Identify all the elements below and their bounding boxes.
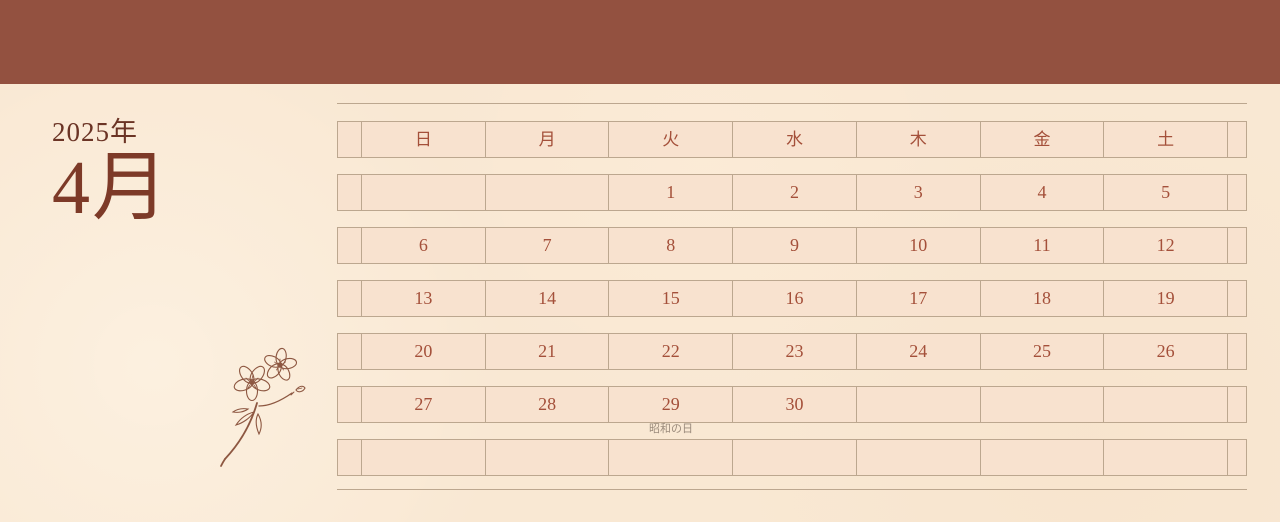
row-right-spacer [1228,281,1246,316]
empty-date-cell [486,440,610,475]
date-cell: 9 [733,228,857,263]
date-cell: 10 [857,228,981,263]
top-banner [0,0,1280,84]
date-cell: 2 [733,175,857,210]
date-cell: 18 [981,281,1105,316]
date-cell: 20 [362,334,486,369]
date-cell: 16 [733,281,857,316]
row-left-spacer [338,228,362,263]
row-left-spacer [338,440,362,475]
week-row [337,439,1247,476]
weekday-label: 金 [981,122,1105,157]
row-left-spacer [338,175,362,210]
calendar-rows: 日月火水木金土 1 2 3 4 5 6 7 8 9 10 11 12 13 14 15 16 17 18 19 20 21… [337,121,1247,492]
row-right-spacer [1228,440,1246,475]
year-label: 2025年 [52,117,138,147]
date-cell: 24 [857,334,981,369]
date-cell: 13 [362,281,486,316]
calendar-grid: 日月火水木金土 1 2 3 4 5 6 7 8 9 10 11 12 13 14 15 16 17 18 19 20 21… [337,103,1247,493]
empty-date-cell [362,440,486,475]
week-row: 20 21 22 23 24 25 26 [337,333,1247,370]
month-label: 4月 [52,145,170,230]
week-row: 27 28 29 30 [337,386,1247,423]
week-row: 13 14 15 16 17 18 19 [337,280,1247,317]
row-right-spacer [1228,387,1246,422]
date-cell: 3 [857,175,981,210]
date-cell: 11 [981,228,1105,263]
empty-date-cell [362,175,486,210]
week-row: 6 7 8 9 10 11 12 [337,227,1247,264]
date-cell: 1 [609,175,734,210]
row-left-spacer [338,122,362,157]
date-cell: 6 [362,228,486,263]
date-cell: 15 [609,281,734,316]
empty-date-cell [1104,387,1229,422]
row-left-spacer [338,334,362,369]
holiday-note: 昭和の日 [649,423,693,435]
date-cell: 8 [609,228,734,263]
row-right-spacer [1228,334,1246,369]
empty-date-cell [981,387,1105,422]
date-cell: 30 [733,387,857,422]
empty-date-cell [1104,440,1229,475]
row-right-spacer [1228,228,1246,263]
weekday-label: 火 [609,122,734,157]
date-cell: 25 [981,334,1105,369]
empty-date-cell [609,440,734,475]
weekday-label: 月 [486,122,610,157]
date-cell: 22 [609,334,734,369]
date-cell: 14 [486,281,610,316]
date-cell: 4 [981,175,1105,210]
flower-illustration [220,347,306,467]
calendar-bottom-rule [337,489,1247,490]
weekday-label: 土 [1104,122,1229,157]
row-left-spacer [338,387,362,422]
row-left-spacer [338,281,362,316]
date-cell: 27 [362,387,486,422]
weekday-label: 日 [362,122,486,157]
date-cell: 17 [857,281,981,316]
date-cell: 7 [486,228,610,263]
empty-date-cell [981,440,1105,475]
date-cell: 23 [733,334,857,369]
empty-date-cell [857,440,981,475]
weekday-label: 水 [733,122,857,157]
date-cell: 12 [1104,228,1229,263]
date-cell: 26 [1104,334,1229,369]
row-right-spacer [1228,175,1246,210]
calendar-top-rule [337,103,1247,104]
empty-date-cell [733,440,857,475]
empty-date-cell [486,175,610,210]
empty-date-cell [857,387,981,422]
date-cell: 21 [486,334,610,369]
date-cell: 19 [1104,281,1229,316]
weekday-header-row: 日月火水木金土 [337,121,1247,158]
row-right-spacer [1228,122,1246,157]
weekday-label: 木 [857,122,981,157]
date-cell: 28 [486,387,610,422]
date-cell: 5 [1104,175,1229,210]
date-cell: 29 [609,387,734,422]
calendar-title: 2025年 4月 [52,117,170,230]
